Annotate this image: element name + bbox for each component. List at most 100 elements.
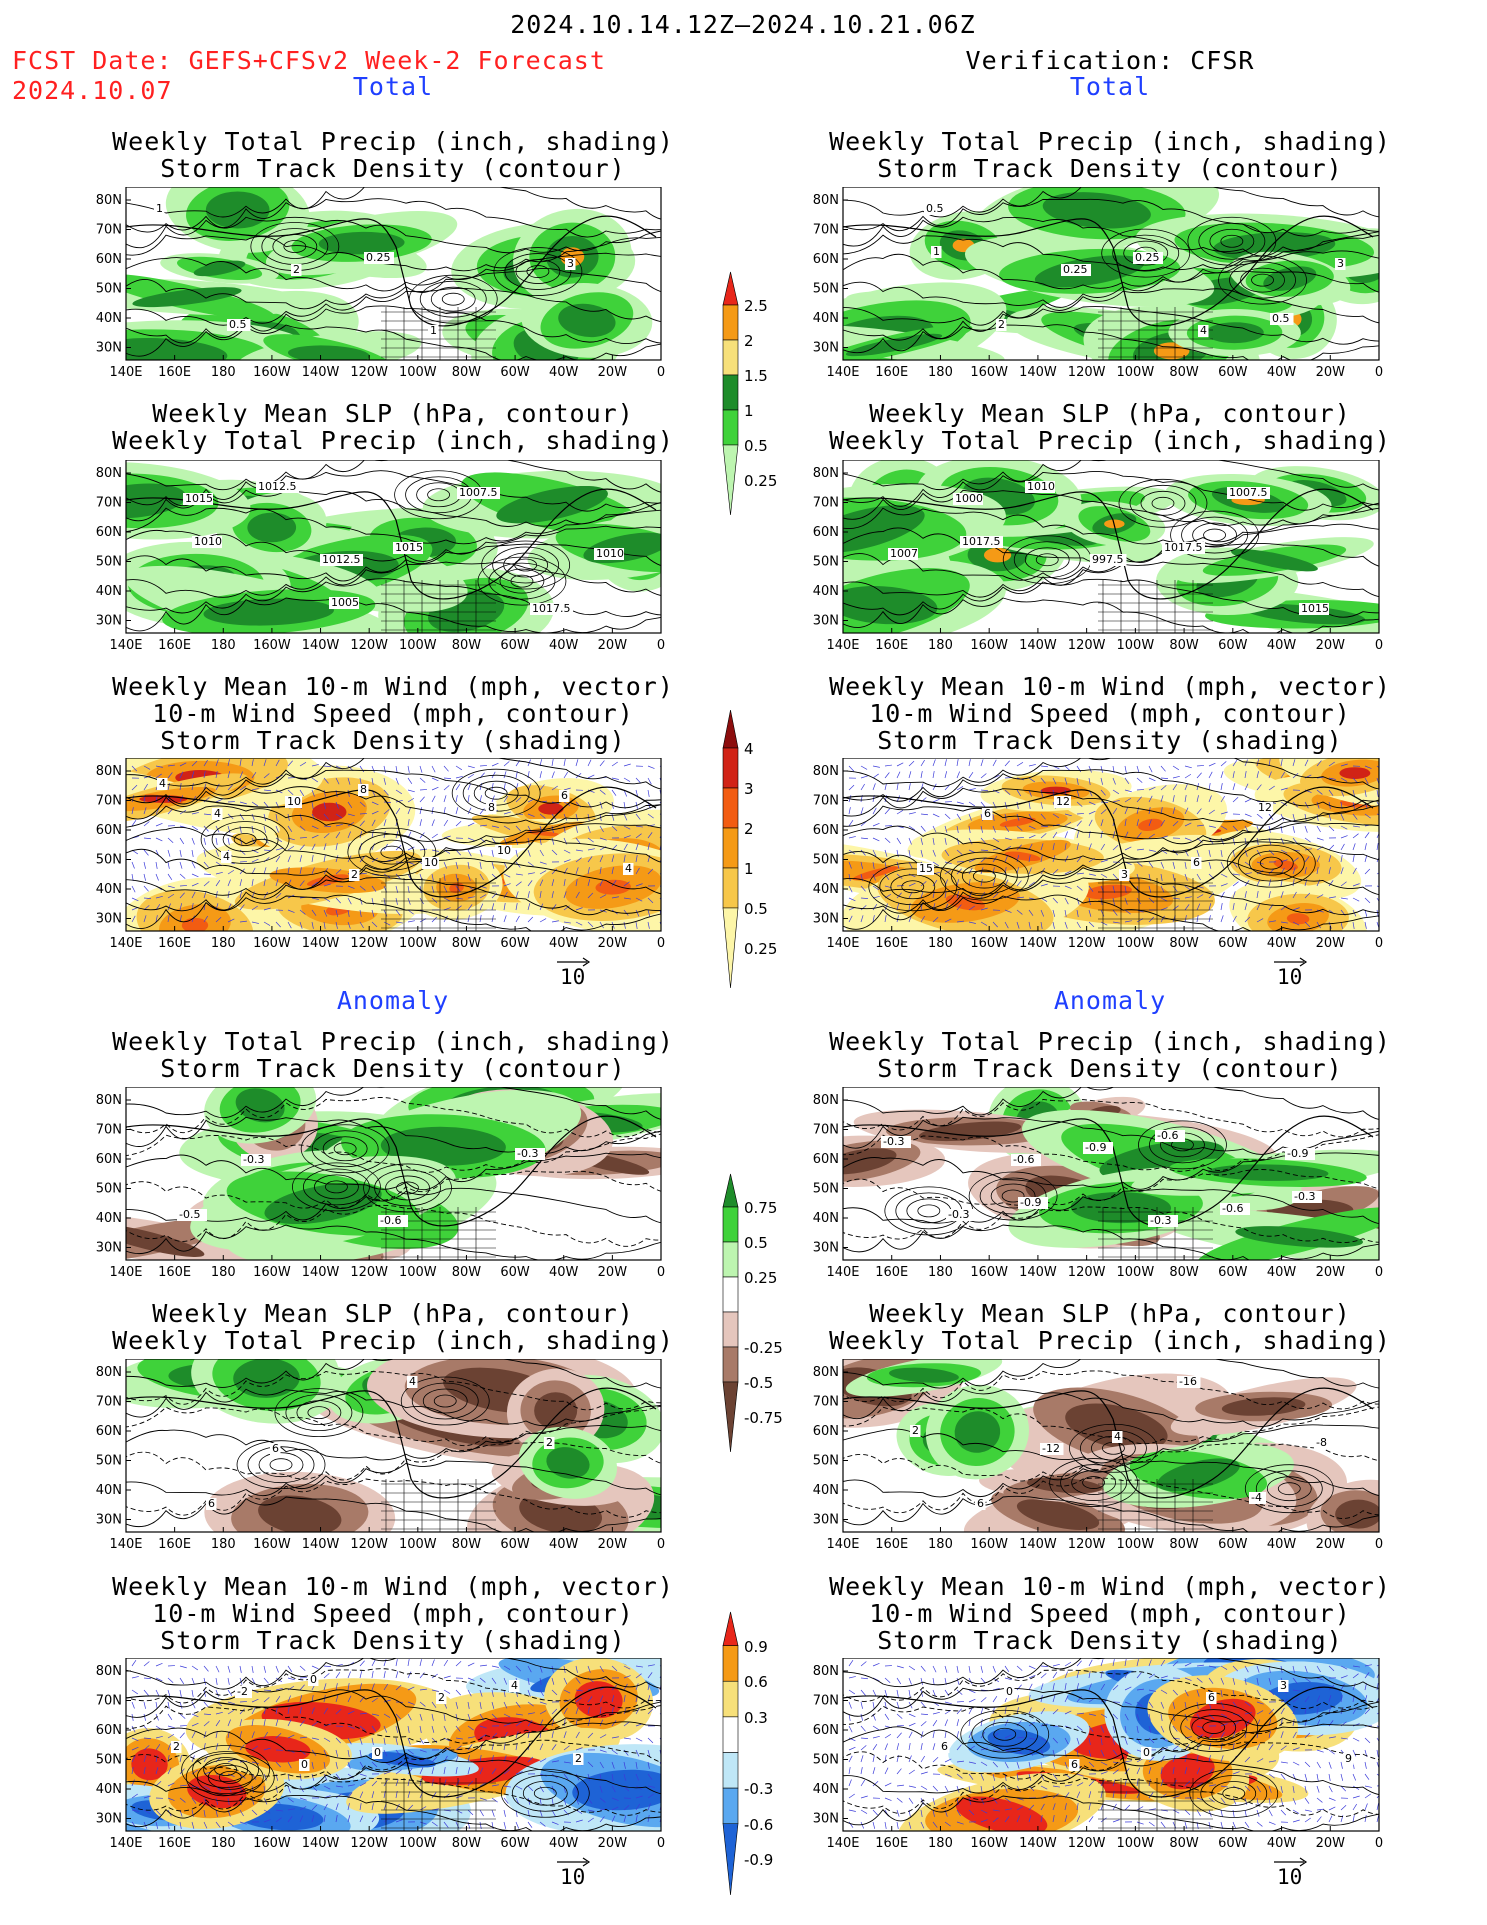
lat-tick-label: 50N [813,1182,839,1197]
lon-tick-label: 160E [875,365,908,380]
contour-label: 1017.5 [532,602,571,615]
lon-tick-label: 140E [826,365,859,380]
panel-title: Weekly Total Precip (inch, shading) Storm… [112,128,674,182]
colorbar-tick-label: 1.5 [744,367,768,385]
lon-tick-label: 60W [1218,1836,1248,1851]
lat-tick-label: 50N [813,1753,839,1768]
lon-tick-label: 100W [399,1265,437,1280]
lon-tick-label: 160W [970,936,1008,951]
lon-tick-label: 140W [1019,1265,1057,1280]
contour-label: 4 [409,1375,416,1388]
contour-label: 6 [977,1497,984,1510]
lat-tick-label: 70N [813,1395,839,1410]
panel-title-line: 10-m Wind Speed (mph, contour) [869,699,1351,728]
contour-label: 12 [1258,801,1272,814]
lon-tick-label: 100W [1117,1265,1155,1280]
lon-tick-label: 120W [350,1537,388,1552]
panel-title-line: Weekly Total Precip (inch, shading) [112,426,674,455]
contour-label: 1007.5 [1229,486,1268,499]
lon-tick-label: 20W [1316,1537,1346,1552]
lon-tick-label: 140W [1019,365,1057,380]
section-anomaly-right: Anomaly [1053,986,1167,1015]
lon-tick-label: 60W [1218,936,1248,951]
lon-tick-label: 60W [500,1265,530,1280]
lon-tick-label: 140E [109,1836,142,1851]
contour-label: 1017.5 [1164,541,1203,554]
panel-title-line: 10-m Wind Speed (mph, contour) [152,699,634,728]
lat-tick-label: 80N [813,193,839,208]
contour-label: 2 [351,868,358,881]
lat-tick-label: 80N [96,1093,122,1108]
contour-label: 6 [561,789,568,802]
lon-tick-label: 140E [826,936,859,951]
lat-tick-label: 80N [813,1664,839,1679]
map-panel-r2-forecast: 1015 1012.5 1007.5 1010 1012.5 1015 1017.5 1010… [86,460,666,657]
lon-tick-label: 180 [211,638,236,653]
panel-title-line: Weekly Mean 10-m Wind (mph, vector) [112,672,674,701]
contour-label: 1000 [955,492,983,505]
panel-title-line: Weekly Mean SLP (hPa, contour) [152,399,634,428]
lat-tick-label: 80N [813,1365,839,1380]
contour-label: -0.3 [883,1135,904,1148]
lat-tick-label: 70N [813,794,839,809]
contour-label: 2 [293,263,300,276]
contour-label: 1 [430,324,437,337]
lon-tick-label: 140E [826,1836,859,1851]
lon-tick-label: 80W [1169,1836,1199,1851]
lon-tick-label: 120W [350,365,388,380]
vector-reference-value: 10 [560,1865,586,1889]
lon-tick-label: 100W [1117,1537,1155,1552]
vector-reference-value: 10 [1277,1865,1303,1889]
lon-tick-label: 20W [598,1265,628,1280]
colorbar-storm_anom [721,1610,740,1903]
map-panel-r4-verification: -0.6 -0.3 -0.9 -0.3 -0.9 -0.6 -0.3 -0.9 -0.6 -0.3… [803,1087,1384,1284]
lon-tick-label: 120W [350,1265,388,1280]
lon-tick-label: 100W [399,1836,437,1851]
lat-tick-label: 80N [96,1664,122,1679]
contour-label: -8 [1316,1436,1327,1449]
lon-tick-label: 160W [253,638,291,653]
panel-title-line: Weekly Total Precip (inch, shading) [112,127,674,156]
lon-tick-label: 180 [211,1265,236,1280]
lon-tick-label: 40W [549,936,579,951]
lon-tick-label: 140E [109,365,142,380]
lon-tick-label: 60W [500,1537,530,1552]
lon-tick-label: 160E [875,638,908,653]
contour-label: 2 [912,1424,919,1437]
contour-label: 6 [272,1442,279,1455]
vector-reference-value: 10 [560,965,586,989]
contour-label: -0.6 [1222,1202,1243,1215]
lat-tick-label: 40N [813,1782,839,1797]
verification-label: Verification: CFSR [965,46,1255,75]
lat-tick-label: 80N [96,193,122,208]
lat-tick-label: 50N [96,1182,122,1197]
lon-tick-label: 0 [1375,638,1383,653]
map-panel-r3-verification: 6 3 12 15 12 6 80N 70N 60N 50N 40N 30N 140E 160E 180 16… [803,758,1384,955]
lat-tick-label: 60N [96,252,122,267]
contour-label: 0 [1143,1746,1150,1759]
lon-tick-label: 20W [598,365,628,380]
contour-label: 1010 [1027,480,1055,493]
map-panel-r5-forecast: 6 4 2 6 80N 70N 60N 50N 40N 30N 140E 160E 180 160W 140… [86,1359,666,1556]
contour-label: 6 [208,1497,215,1510]
panel-title: Weekly Total Precip (inch, shading) Storm… [829,1028,1391,1082]
contour-label: 4 [1200,324,1207,337]
contour-label: 0.25 [366,251,391,264]
contour-label: -0.9 [1287,1147,1308,1160]
lat-tick-label: 60N [813,525,839,540]
lon-tick-label: 40W [549,1836,579,1851]
lon-tick-label: 160W [970,1265,1008,1280]
lon-tick-label: 80W [1169,638,1199,653]
lat-tick-label: 40N [813,882,839,897]
colorbar-tick-label: -0.75 [744,1409,783,1427]
contour-label: 4 [214,807,221,820]
colorbar-tick-label: 0.75 [744,1199,778,1217]
lat-tick-label: 70N [813,1123,839,1138]
panel-title-line: Storm Track Density (shading) [160,1626,626,1655]
contour-label: 1 [156,202,163,215]
lon-tick-label: 120W [1068,365,1106,380]
lat-tick-label: 50N [96,282,122,297]
colorbar-tick-label: 0.5 [744,900,768,918]
panel-title: Weekly Total Precip (inch, shading) Storm… [112,1028,674,1082]
contour-label: 1005 [331,596,359,609]
